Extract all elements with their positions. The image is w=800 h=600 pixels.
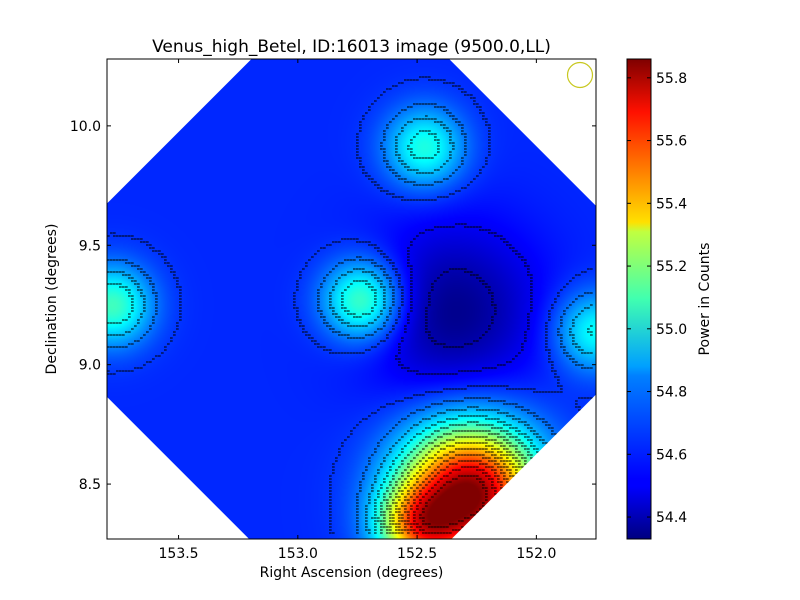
colorbar	[626, 58, 652, 540]
heatmap-image	[107, 59, 596, 539]
y-axis-label: Declination (degrees)	[44, 224, 60, 375]
x-tick-label: 153.0	[278, 546, 318, 562]
colorbar-tick-label: 54.6	[656, 447, 687, 463]
chart-title: Venus_high_Betel, ID:16013 image (9500.0…	[152, 37, 551, 57]
x-axis-label: Right Ascension (degrees)	[260, 565, 444, 581]
colorbar-tick-label: 55.4	[656, 196, 687, 212]
colorbar-tick-label: 55.6	[656, 134, 687, 150]
y-tick-label: 10.0	[70, 119, 101, 135]
x-tick-label: 152.0	[516, 546, 556, 562]
beam-circle	[566, 61, 594, 89]
colorbar-tick-label: 55.0	[656, 322, 687, 338]
colorbar-tick-label: 55.2	[656, 259, 687, 275]
x-tick-label: 153.5	[159, 546, 199, 562]
axes-frame	[106, 58, 597, 540]
y-tick-label: 8.5	[79, 477, 101, 493]
colorbar-tick-label: 54.8	[656, 385, 687, 401]
x-tick-label: 152.5	[397, 546, 437, 562]
colorbar-label: Power in Counts	[697, 243, 713, 356]
colorbar-tick-label: 54.4	[656, 510, 687, 526]
y-tick-label: 9.0	[79, 358, 101, 374]
y-axis-ticks: 8.5 9.0 9.5 10.0	[70, 119, 596, 493]
y-tick-label: 9.5	[79, 238, 101, 254]
x-axis-ticks: 153.5 153.0 152.5 152.0	[159, 59, 556, 562]
colorbar-tick-label: 55.8	[656, 71, 687, 87]
colorbar-ticks: 54.4 54.6 54.8 55.0 55.2 55.4 55.6 55.8	[627, 71, 687, 526]
